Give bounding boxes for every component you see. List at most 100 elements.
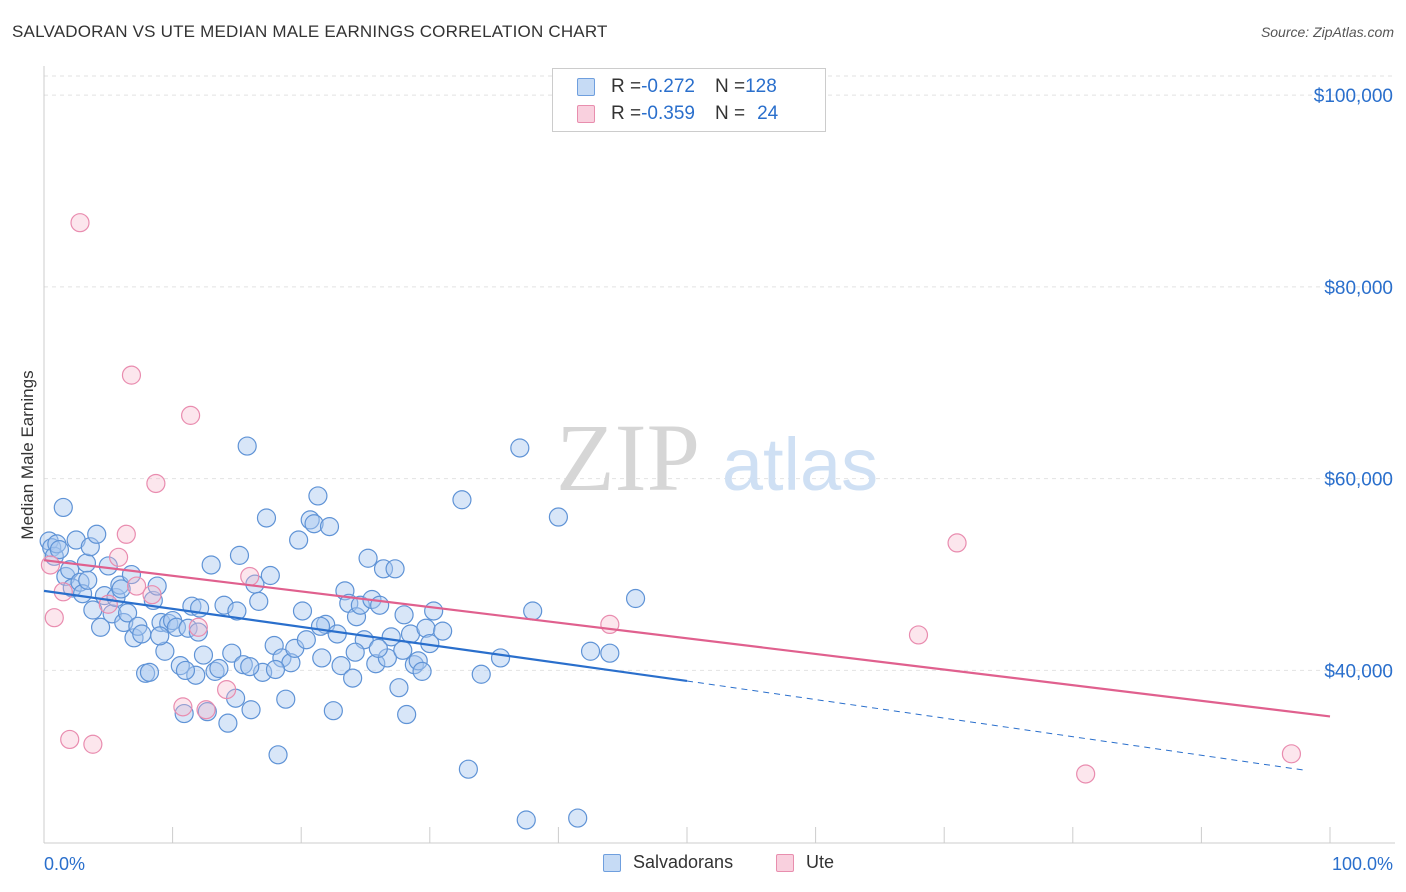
- data-point-salvadorans: [111, 579, 131, 599]
- data-point-salvadorans: [350, 595, 370, 615]
- data-point-ute: [70, 213, 90, 233]
- legend-row-salvadorans: R = -0.272 N = 128: [577, 75, 777, 99]
- data-point-salvadorans: [237, 436, 257, 456]
- data-point-salvadorans: [80, 537, 100, 557]
- data-point-salvadorans: [209, 658, 229, 679]
- data-point-salvadorans: [458, 759, 478, 779]
- y-tick-label: $100,000: [1314, 86, 1393, 107]
- legend-row-ute: R = -0.359 N = 24: [577, 102, 778, 126]
- legend-r-value: -0.359: [641, 103, 695, 124]
- data-point-salvadorans: [174, 703, 194, 724]
- data-point-salvadorans: [241, 700, 261, 720]
- data-point-ute: [908, 625, 929, 645]
- data-point-salvadorans: [132, 624, 152, 644]
- data-point-salvadorans: [452, 490, 472, 510]
- data-point-salvadorans: [433, 621, 453, 641]
- data-point-salvadorans: [516, 810, 536, 830]
- legend-label-salvadorans: Salvadorans: [633, 852, 734, 872]
- data-point-salvadorans: [416, 618, 436, 638]
- trend-line-salvadorans-extension: [686, 680, 1305, 771]
- data-point-salvadorans: [343, 668, 363, 688]
- legend-r-label: R =: [611, 103, 642, 124]
- legend-r-value: -0.272: [641, 76, 695, 97]
- data-point-salvadorans: [548, 507, 569, 527]
- y-axis-label: Median Male Earnings: [18, 370, 37, 539]
- series-salvadorans: [39, 436, 646, 830]
- data-point-salvadorans: [272, 648, 292, 668]
- trend-line-ute: [43, 559, 1331, 718]
- y-tick-label: $40,000: [1324, 661, 1393, 682]
- watermark-atlas: atlas: [722, 423, 878, 506]
- data-point-salvadorans: [150, 626, 170, 646]
- series-legend: Salvadorans Ute: [0, 852, 1406, 876]
- data-point-salvadorans: [393, 640, 413, 660]
- data-point-salvadorans: [114, 612, 134, 633]
- legend-n-label: N =: [714, 76, 746, 97]
- data-point-salvadorans: [327, 624, 347, 644]
- data-point-salvadorans: [490, 648, 511, 668]
- data-point-salvadorans: [304, 514, 324, 534]
- data-point-salvadorans: [312, 648, 332, 668]
- data-point-salvadorans: [201, 555, 221, 575]
- data-point-ute: [108, 547, 129, 567]
- data-point-ute: [217, 679, 237, 700]
- data-point-salvadorans: [139, 662, 160, 682]
- legend-n-label: N =: [714, 103, 746, 124]
- data-point-ute: [1281, 744, 1302, 764]
- data-point-salvadorans: [117, 603, 138, 623]
- data-point-salvadorans: [76, 553, 97, 573]
- data-point-ute: [116, 524, 136, 544]
- data-point-salvadorans: [218, 713, 238, 733]
- trend-line-salvadorans: [43, 589, 688, 683]
- data-point-salvadorans: [394, 605, 414, 625]
- data-point-ute: [240, 566, 260, 587]
- data-point-salvadorans: [229, 545, 250, 565]
- data-point-salvadorans: [370, 595, 390, 615]
- data-point-salvadorans: [222, 643, 242, 663]
- legend-swatch-blue: [577, 78, 595, 96]
- data-point-salvadorans: [366, 654, 386, 674]
- data-point-salvadorans: [408, 651, 428, 671]
- data-point-salvadorans: [175, 660, 196, 681]
- data-point-ute: [142, 585, 162, 605]
- data-point-salvadorans: [523, 601, 543, 621]
- data-point-salvadorans: [300, 510, 320, 530]
- axes: [43, 66, 1395, 844]
- data-point-salvadorans: [346, 607, 367, 627]
- data-point-salvadorans: [510, 438, 530, 458]
- source-label: Source: ZipAtlas.com: [1260, 24, 1394, 40]
- data-point-salvadorans: [568, 808, 588, 828]
- y-tick-label: $60,000: [1324, 470, 1393, 491]
- data-point-salvadorans: [249, 591, 269, 611]
- data-point-salvadorans: [358, 548, 378, 568]
- legend-r-label: R =: [611, 76, 642, 97]
- data-point-ute: [181, 405, 201, 425]
- legend-item-ute: Ute: [776, 852, 834, 873]
- data-point-salvadorans: [310, 616, 331, 636]
- data-point-ute: [1076, 764, 1096, 784]
- data-point-salvadorans: [227, 601, 247, 621]
- watermark-zip: ZIP: [556, 404, 700, 511]
- data-point-salvadorans: [289, 530, 309, 550]
- data-point-salvadorans: [87, 524, 107, 544]
- y-tick-label: $80,000: [1324, 278, 1393, 299]
- data-point-ute: [44, 608, 64, 628]
- data-point-salvadorans: [580, 641, 601, 661]
- data-point-salvadorans: [53, 497, 73, 518]
- x-tick-label: 100.0%: [1332, 854, 1393, 874]
- data-point-salvadorans: [308, 486, 328, 506]
- data-point-ute: [196, 700, 216, 720]
- data-point-ute: [40, 555, 61, 575]
- data-point-salvadorans: [78, 570, 98, 590]
- data-point-salvadorans: [412, 661, 432, 681]
- data-point-salvadorans: [345, 642, 365, 662]
- x-tick-labels: 0.0% 100.0%: [44, 854, 1393, 874]
- correlation-legend: R = -0.272 N = 128 R = -0.359 N = 24: [552, 68, 826, 132]
- data-point-salvadorans: [276, 689, 296, 709]
- legend-n-value: 24: [757, 103, 779, 124]
- data-point-salvadorans: [381, 627, 401, 647]
- data-point-ute: [146, 473, 166, 494]
- data-point-salvadorans: [178, 618, 198, 638]
- data-point-ute: [60, 729, 80, 750]
- legend-swatch-blue: [603, 853, 621, 872]
